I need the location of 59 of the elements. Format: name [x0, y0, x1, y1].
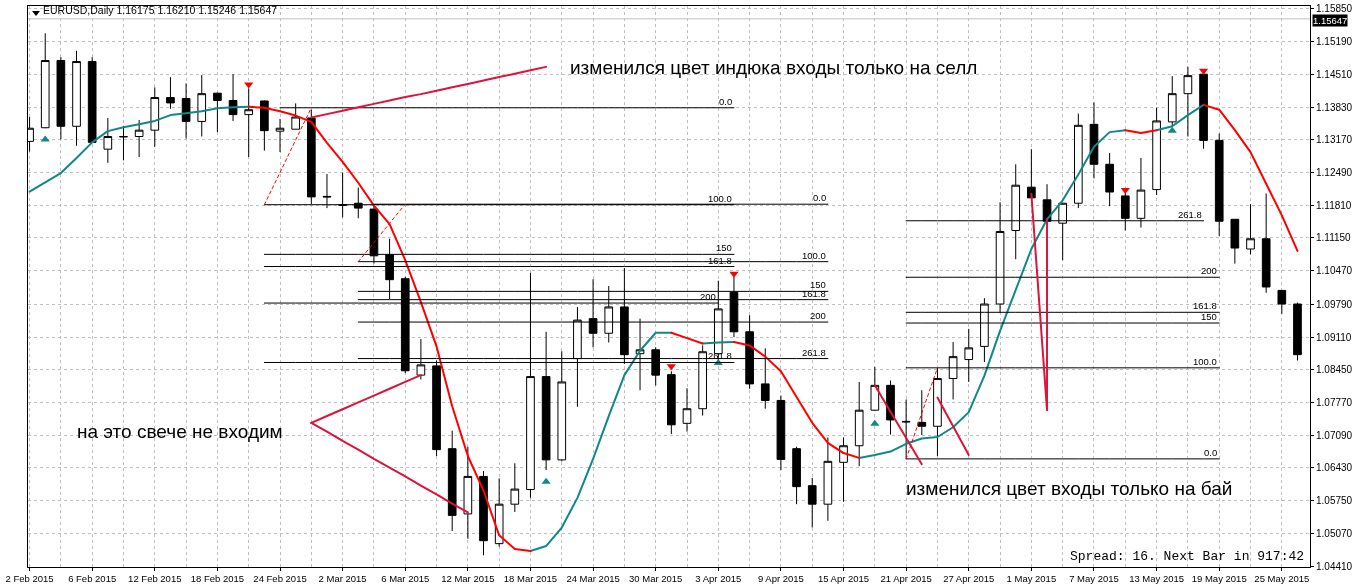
- y-tick-label: 1.04410: [1316, 560, 1353, 572]
- y-tick-label: 1.05750: [1316, 495, 1353, 507]
- y-tick-label: 1.09110: [1316, 331, 1352, 343]
- x-tick-label: 3 Apr 2015: [695, 573, 742, 585]
- y-tick-label: 1.08450: [1316, 363, 1353, 375]
- series-label: 200: [810, 310, 826, 321]
- y-tick-label: 1.10470: [1316, 265, 1353, 277]
- x-tick-label: 12 Feb 2015: [128, 573, 182, 585]
- annotation: на это свече не входим: [77, 421, 283, 442]
- series-label: 150: [1201, 311, 1217, 322]
- annotation: изменился цвет индюка входы только на селл: [570, 57, 978, 78]
- series-label: 100.0: [1193, 356, 1217, 367]
- series-label: 0.0: [1204, 447, 1218, 458]
- x-tick-label: 25 May 2015: [1254, 573, 1310, 585]
- x-tick-label: 12 Mar 2015: [441, 573, 495, 585]
- y-tick-label: 1.14510: [1316, 68, 1353, 80]
- y-tick-label: 1.05070: [1316, 528, 1353, 540]
- x-tick-label: 1 May 2015: [1006, 573, 1057, 585]
- y-tick-label: 1.15190: [1316, 35, 1353, 47]
- x-tick-label: 19 May 2015: [1191, 573, 1247, 585]
- series-label: 100.0: [708, 193, 732, 204]
- x-tick-label: 2 Feb 2015: [5, 573, 54, 585]
- y-tick-label: 1.07770: [1316, 396, 1353, 408]
- y-tick-label: 1.09790: [1316, 298, 1353, 310]
- y-tick-label: 1.11810: [1316, 200, 1352, 212]
- x-tick-label: 24 Mar 2015: [566, 573, 620, 585]
- y-tick-label: 1.15850: [1316, 3, 1353, 15]
- series-label: 161.8: [1193, 300, 1217, 311]
- x-tick-label: 21 Apr 2015: [880, 573, 932, 585]
- x-tick-label: 24 Feb 2015: [253, 573, 307, 585]
- series-label: 200: [1201, 265, 1217, 276]
- series-label: 0.0: [719, 96, 733, 107]
- series-label: 150: [810, 279, 826, 290]
- x-tick-label: 13 May 2015: [1129, 573, 1185, 585]
- x-tick-label: 6 Mar 2015: [381, 573, 430, 585]
- x-tick-label: 18 Mar 2015: [503, 573, 558, 585]
- y-tick-label: 1.07090: [1316, 430, 1353, 442]
- series-label: 261.8: [802, 347, 826, 358]
- x-tick-label: 27 Apr 2015: [943, 573, 995, 585]
- series-label: 150: [716, 242, 732, 253]
- series-label: 0.0: [813, 192, 827, 203]
- ref-line-label: 1.15647: [1313, 15, 1348, 26]
- annotation: изменился цвет входы только на бай: [906, 478, 1233, 499]
- x-tick-label: 2 Mar 2015: [318, 573, 367, 585]
- x-tick-label: 15 Apr 2015: [817, 573, 870, 585]
- y-tick-label: 1.13170: [1316, 133, 1353, 145]
- chart-title: EURUSD,Daily 1.16175 1.16210 1.15246 1.15647: [43, 4, 278, 17]
- annotation: Spread: 16. Next Bar in 917:42: [1070, 549, 1305, 564]
- x-tick-label: 7 May 2015: [1069, 573, 1119, 585]
- y-tick-label: 1.11150: [1316, 232, 1352, 244]
- series-label: 100.0: [802, 250, 826, 261]
- x-tick-label: 30 Mar 2015: [629, 573, 683, 585]
- x-tick-label: 6 Feb 2015: [68, 573, 117, 585]
- series-label: 261.8: [1178, 209, 1202, 220]
- x-tick-label: 18 Feb 2015: [190, 573, 245, 585]
- y-tick-label: 1.06430: [1316, 462, 1353, 474]
- y-tick-label: 1.12490: [1316, 167, 1353, 179]
- x-tick-label: 9 Apr 2015: [757, 573, 804, 585]
- y-tick-label: 1.13830: [1316, 101, 1353, 113]
